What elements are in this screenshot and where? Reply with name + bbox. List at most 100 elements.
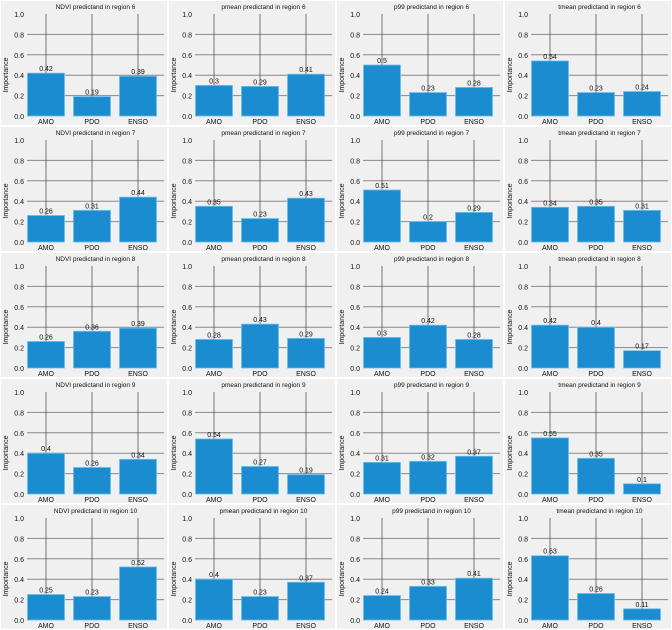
y-tick-label: 0.0 <box>182 240 192 247</box>
y-tick-label: 0.6 <box>350 179 360 186</box>
bar-pdo <box>73 330 111 369</box>
x-tick-label: PDO <box>420 119 436 126</box>
y-axis-label: Importance <box>339 435 346 470</box>
bar-value-label: 0.26 <box>85 460 99 467</box>
bar-pdo <box>241 596 279 621</box>
bar-value-label: 0.24 <box>635 85 649 92</box>
bar-value-label: 0.4 <box>591 320 601 327</box>
bar-enso <box>455 455 493 495</box>
y-tick-label: 0.4 <box>518 577 528 584</box>
y-axis-label: Importance <box>339 309 346 344</box>
y-tick-label: 0.2 <box>182 220 192 227</box>
x-tick-label: ENSO <box>296 119 316 126</box>
y-tick-label: 0.8 <box>350 158 360 165</box>
y-tick-label: 0.8 <box>518 284 528 291</box>
x-tick-label: ENSO <box>464 119 484 126</box>
chart-title: p99 predictand in region 10 <box>392 508 471 515</box>
x-tick-label: ENSO <box>296 371 316 378</box>
y-tick-label: 0.8 <box>14 410 24 417</box>
bar-pdo <box>241 218 279 243</box>
y-tick-label: 1.0 <box>14 138 24 145</box>
x-tick-label: ENSO <box>464 623 484 630</box>
y-axis-label: Importance <box>171 561 178 596</box>
x-tick-label: AMO <box>542 623 559 630</box>
y-axis-label: Importance <box>507 183 514 218</box>
y-tick-label: 0.6 <box>350 53 360 60</box>
bar-value-label: 0.23 <box>253 212 267 219</box>
bar-value-label: 0.54 <box>207 432 221 439</box>
x-tick-label: PDO <box>588 371 604 378</box>
y-tick-label: 0.4 <box>182 577 192 584</box>
bar-pdo <box>241 323 279 369</box>
y-tick-label: 0.2 <box>518 220 528 227</box>
y-tick-label: 0.2 <box>14 220 24 227</box>
y-tick-label: 1.0 <box>350 264 360 271</box>
bar-value-label: 0.43 <box>299 191 313 198</box>
x-tick-label: ENSO <box>464 245 484 252</box>
y-tick-label: 0.2 <box>182 94 192 101</box>
bar-enso <box>623 483 661 495</box>
y-tick-label: 1.0 <box>518 516 528 523</box>
y-tick-label: 0.6 <box>518 179 528 186</box>
chart-panel: 0.0 0.2 0.4 0.6 0.8 1.0 0.3 AMO 0.29 PDO 0.41 ENSO p… <box>168 0 336 126</box>
bar-chart: 0.0 0.2 0.4 0.6 0.8 1.0 0.31 AMO 0.32 PDO 0.37 ENSO… <box>337 379 503 504</box>
chart-panel: 0.0 0.2 0.4 0.6 0.8 1.0 0.4 AMO 0.26 PDO 0.34 ENSO N… <box>0 378 168 504</box>
bar-value-label: 0.42 <box>421 318 435 325</box>
bar-pdo <box>241 86 279 117</box>
bar-enso <box>119 458 157 495</box>
bar-amo <box>27 452 65 495</box>
x-tick-label: AMO <box>542 497 559 504</box>
y-tick-label: 0.0 <box>518 492 528 499</box>
bar-enso <box>455 339 493 369</box>
y-tick-label: 0.4 <box>14 73 24 80</box>
bar-amo <box>531 60 569 117</box>
x-tick-label: ENSO <box>632 371 652 378</box>
x-tick-label: AMO <box>38 371 55 378</box>
y-tick-label: 0.0 <box>14 240 24 247</box>
bar-value-label: 0.44 <box>131 190 145 197</box>
x-tick-label: AMO <box>374 245 391 252</box>
y-tick-label: 0.4 <box>350 577 360 584</box>
chart-panel: 0.0 0.2 0.4 0.6 0.8 1.0 0.26 AMO 0.36 PDO 0.39 ENSO… <box>0 252 168 378</box>
bar-enso <box>287 73 325 117</box>
bar-value-label: 0.54 <box>543 54 557 61</box>
x-tick-label: AMO <box>206 623 223 630</box>
bar-value-label: 0.63 <box>543 549 557 556</box>
y-tick-label: 0.6 <box>14 53 24 60</box>
bar-value-label: 0.33 <box>421 579 435 586</box>
y-tick-label: 0.2 <box>182 472 192 479</box>
y-tick-label: 1.0 <box>182 12 192 19</box>
y-tick-label: 0.6 <box>350 305 360 312</box>
y-tick-label: 1.0 <box>350 390 360 397</box>
bar-value-label: 0.2 <box>423 215 433 222</box>
y-tick-label: 0.8 <box>350 536 360 543</box>
x-tick-label: ENSO <box>128 371 148 378</box>
y-tick-label: 0.2 <box>518 346 528 353</box>
y-axis-label: Importance <box>171 183 178 218</box>
bar-value-label: 0.24 <box>375 589 389 596</box>
bar-pdo <box>577 92 615 117</box>
y-tick-label: 0.6 <box>518 431 528 438</box>
chart-title: p99 predictand in region 8 <box>394 256 470 263</box>
x-tick-label: PDO <box>588 245 604 252</box>
x-tick-label: AMO <box>374 623 391 630</box>
x-tick-label: ENSO <box>464 371 484 378</box>
bar-chart: 0.0 0.2 0.4 0.6 0.8 1.0 0.42 AMO 0.19 PDO 0.39 ENSO… <box>1 1 167 126</box>
bar-value-label: 0.4 <box>41 446 51 453</box>
chart-title: tmean predictand in region 6 <box>558 4 641 11</box>
chart-title: NDVI predictand in region 8 <box>56 256 136 263</box>
y-axis-label: Importance <box>339 57 346 92</box>
bar-amo <box>195 339 233 369</box>
bar-value-label: 0.39 <box>131 321 145 328</box>
y-tick-label: 0.0 <box>350 618 360 625</box>
x-tick-label: PDO <box>84 371 100 378</box>
bar-chart: 0.0 0.2 0.4 0.6 0.8 1.0 0.26 AMO 0.31 PDO 0.44 ENSO… <box>1 127 167 252</box>
bar-amo <box>27 72 65 117</box>
bar-enso <box>287 338 325 369</box>
y-axis-label: Importance <box>171 57 178 92</box>
bar-value-label: 0.28 <box>467 80 481 87</box>
bar-value-label: 0.26 <box>39 208 53 215</box>
bar-pdo <box>409 585 447 621</box>
bar-value-label: 0.29 <box>299 331 313 338</box>
y-tick-label: 0.2 <box>518 472 528 479</box>
